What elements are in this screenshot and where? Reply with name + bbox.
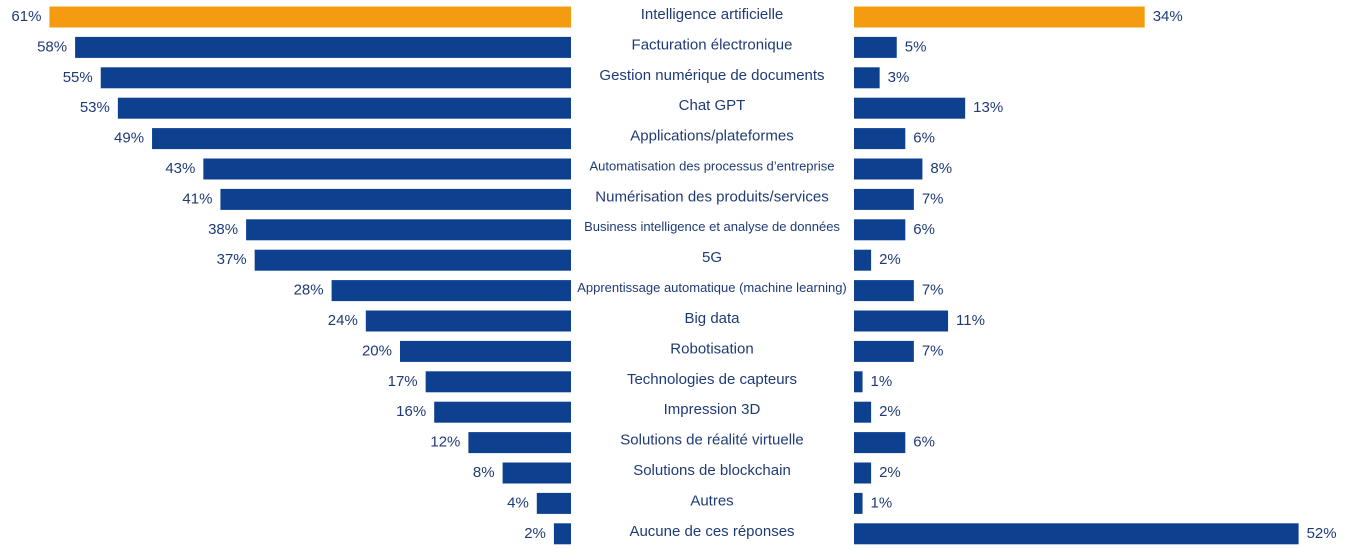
value-label: 6% [913, 221, 935, 238]
bar [854, 492, 863, 514]
category-label: Numérisation des produits/services [595, 188, 828, 205]
value-label: 8% [473, 464, 495, 481]
bar [854, 6, 1145, 28]
bar [854, 67, 880, 89]
category-label: Big data [684, 310, 740, 327]
bar [100, 67, 571, 89]
category-label: Impression 3D [664, 401, 761, 418]
bar [117, 97, 571, 119]
value-label: 52% [1307, 525, 1337, 542]
value-label: 53% [80, 99, 110, 116]
bar [75, 36, 571, 58]
bar [152, 128, 572, 150]
value-label: 34% [1153, 8, 1183, 25]
category-label: 5G [702, 249, 722, 266]
value-label: 38% [208, 221, 238, 238]
value-label: 7% [922, 342, 944, 359]
value-label: 1% [871, 494, 893, 511]
category-label: Intelligence artificielle [641, 6, 784, 23]
value-label: 6% [913, 434, 935, 451]
bar [49, 6, 571, 28]
bar [468, 432, 571, 454]
value-label: 61% [11, 8, 41, 25]
category-label: Technologies de capteurs [627, 371, 797, 388]
category-label: Applications/plateformes [630, 128, 793, 145]
bar [536, 492, 571, 514]
bar [854, 432, 906, 454]
bar [854, 340, 914, 362]
category-label: Aucune de ces réponses [629, 523, 794, 540]
bar [854, 219, 906, 241]
bar [854, 188, 914, 210]
bar [254, 249, 571, 271]
category-label: Robotisation [670, 340, 753, 357]
bar [365, 310, 571, 332]
value-label: 55% [63, 69, 93, 86]
value-label: 20% [362, 342, 392, 359]
value-label: 1% [871, 373, 893, 390]
value-label: 12% [430, 434, 460, 451]
bar [854, 280, 914, 302]
value-label: 58% [37, 38, 67, 55]
value-label: 2% [524, 525, 546, 542]
bar [854, 158, 923, 180]
value-label: 28% [294, 282, 324, 299]
bar [854, 462, 872, 484]
category-label: Chat GPT [679, 97, 746, 114]
value-label: 2% [879, 403, 901, 420]
value-label: 3% [888, 69, 910, 86]
category-label: Automatisation des processus d’entrepris… [590, 158, 835, 173]
bar [400, 340, 571, 362]
value-label: 7% [922, 282, 944, 299]
value-label: 4% [507, 494, 529, 511]
value-label: 8% [930, 160, 952, 177]
bar [203, 158, 571, 180]
value-label: 6% [913, 130, 935, 147]
category-label: Apprentissage automatique (machine learn… [577, 280, 847, 295]
bar [854, 128, 906, 150]
value-label: 41% [182, 190, 212, 207]
bar [502, 462, 571, 484]
value-label: 37% [217, 251, 247, 268]
value-label: 2% [879, 464, 901, 481]
value-label: 49% [114, 130, 144, 147]
bar [434, 401, 571, 423]
category-label: Solutions de réalité virtuelle [620, 432, 803, 449]
category-label: Gestion numérique de documents [599, 67, 824, 84]
category-label: Business intelligence et analyse de donn… [584, 219, 840, 234]
value-label: 7% [922, 190, 944, 207]
bar [854, 523, 1299, 545]
bar [854, 36, 897, 58]
value-label: 24% [328, 312, 358, 329]
bar [331, 280, 571, 302]
bar [854, 371, 863, 393]
category-label: Solutions de blockchain [633, 462, 791, 479]
bar [854, 249, 872, 271]
bar [854, 97, 966, 119]
value-label: 11% [956, 312, 985, 329]
bar [854, 401, 872, 423]
value-label: 43% [165, 160, 195, 177]
bar [553, 523, 571, 545]
bar [246, 219, 571, 241]
category-label: Facturation électronique [632, 36, 793, 53]
value-label: 13% [973, 99, 1003, 116]
bar [425, 371, 571, 393]
bar [854, 310, 949, 332]
value-label: 16% [396, 403, 426, 420]
category-label: Autres [690, 492, 733, 509]
value-label: 5% [905, 38, 927, 55]
bar [220, 188, 571, 210]
value-label: 2% [879, 251, 901, 268]
value-label: 17% [388, 373, 418, 390]
